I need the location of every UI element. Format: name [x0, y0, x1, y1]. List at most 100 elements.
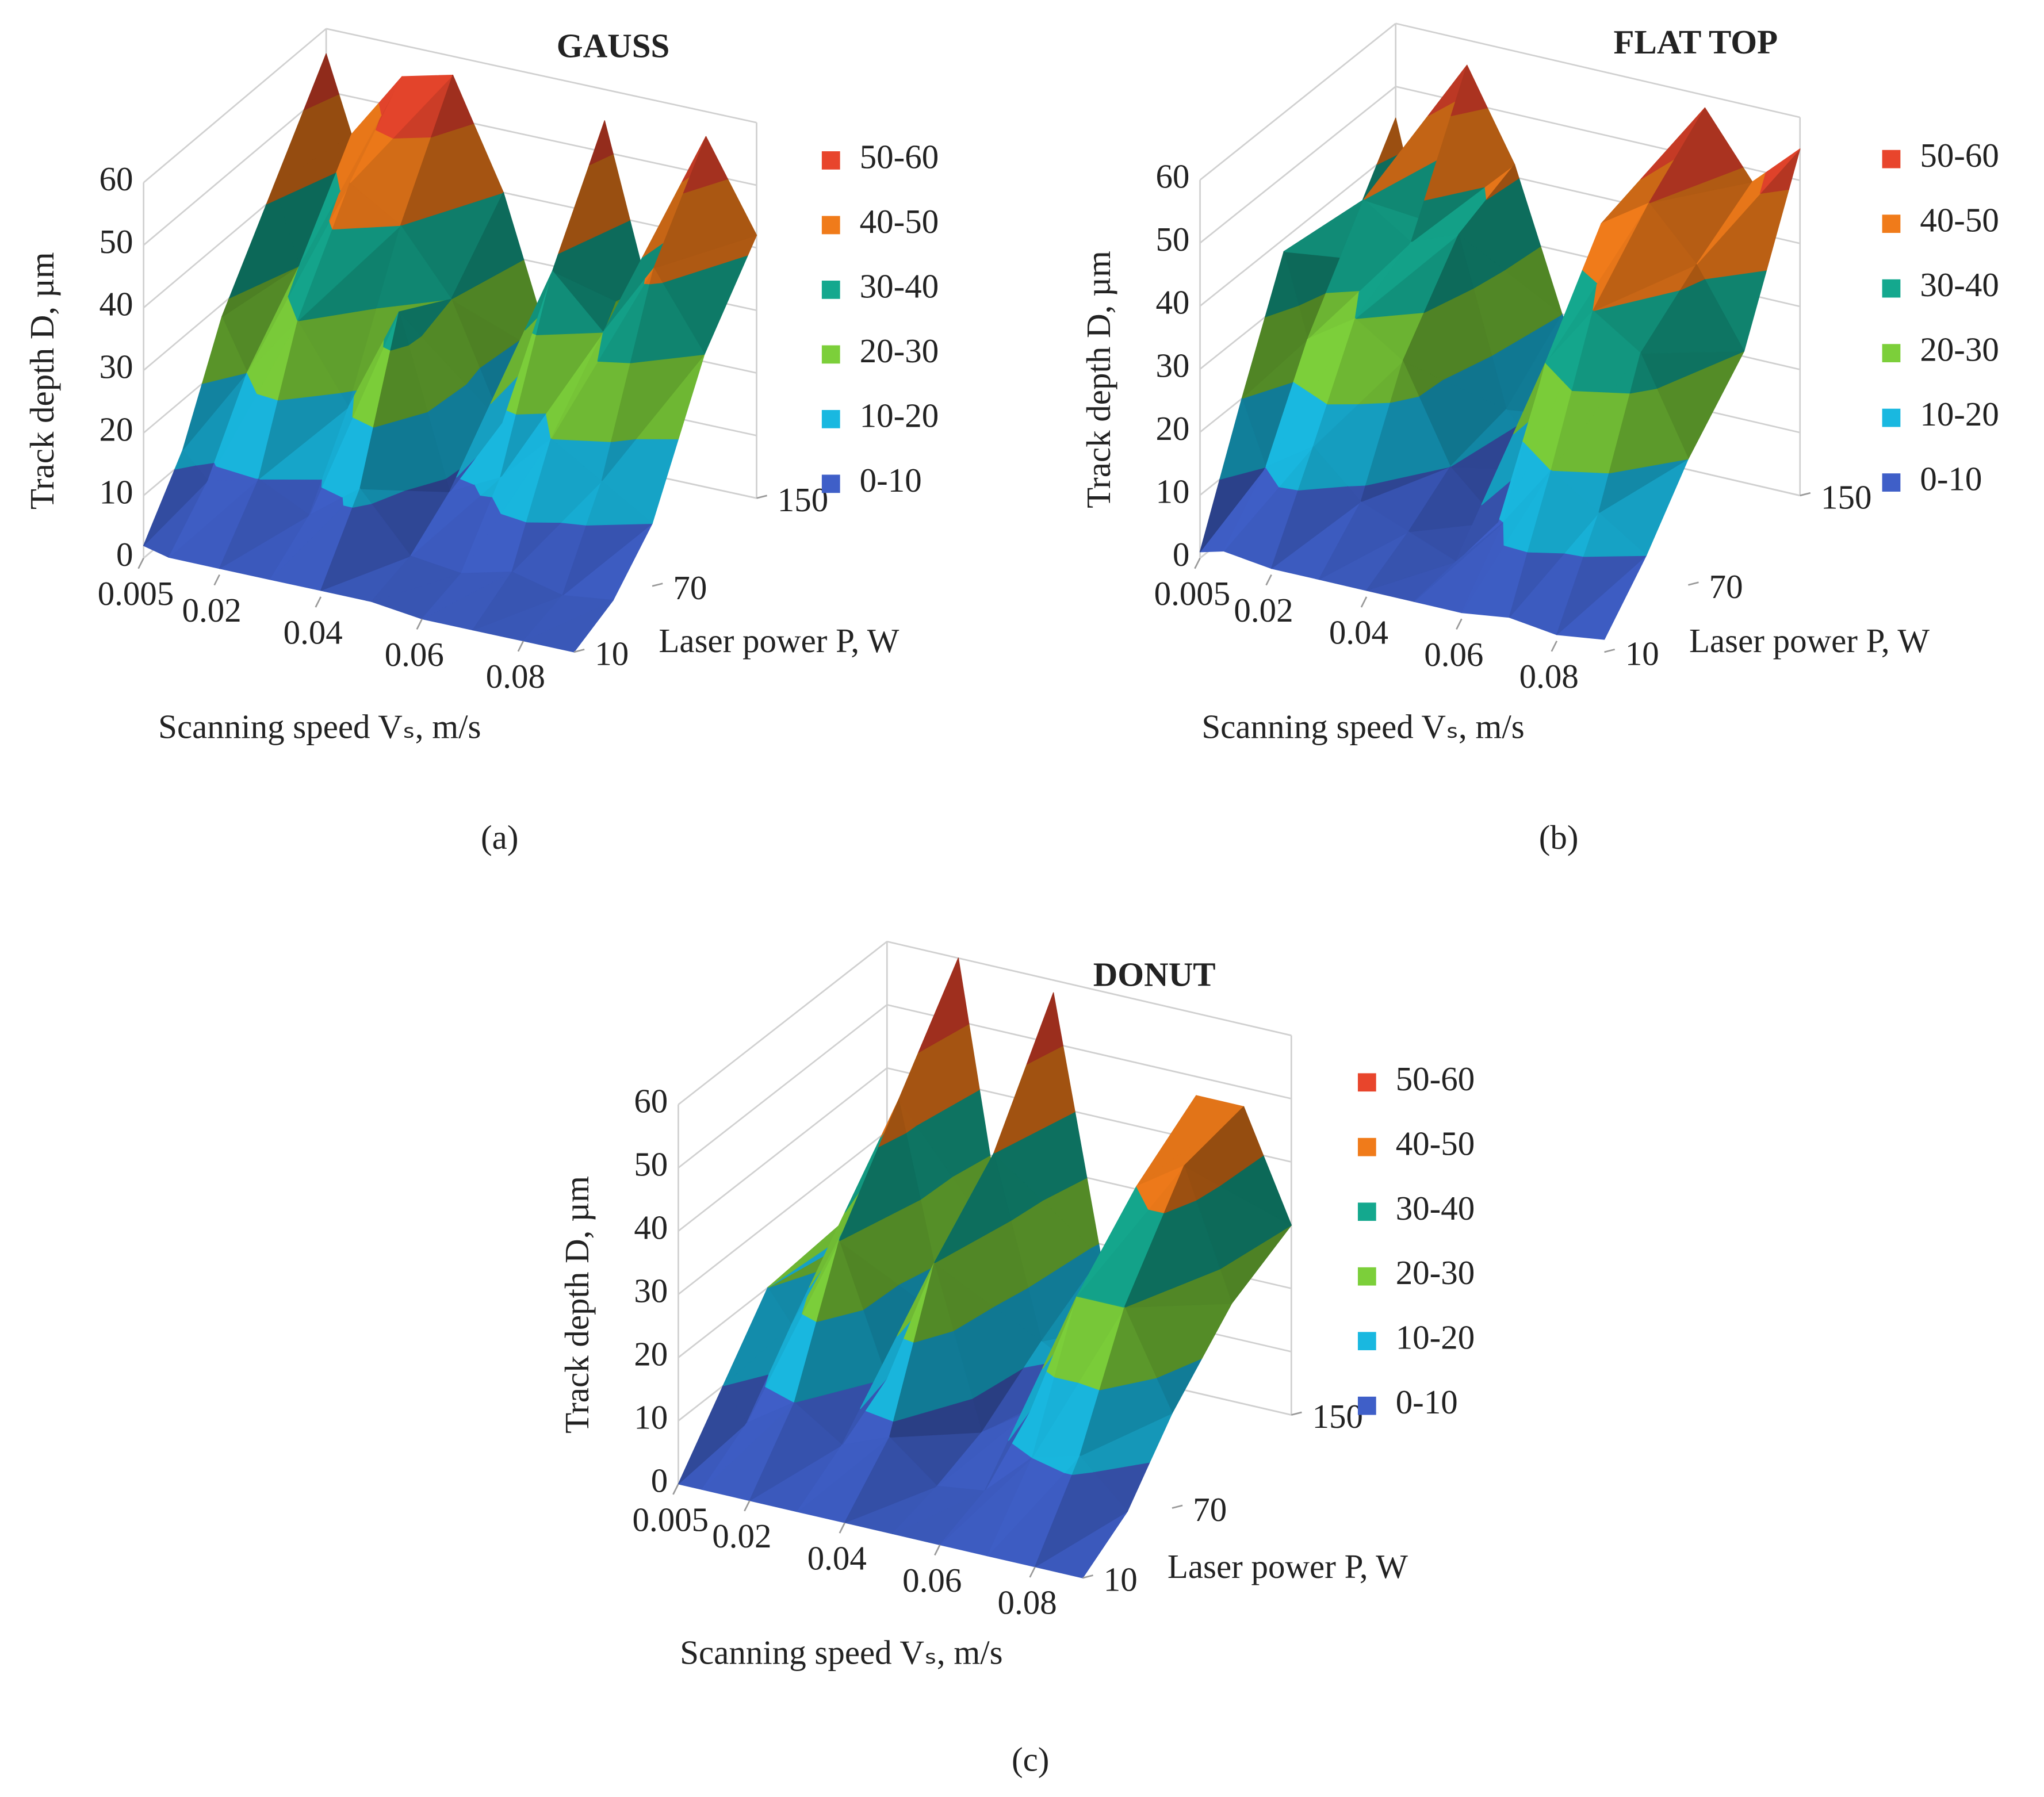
depth-band [378, 76, 403, 115]
surface-cell [722, 1287, 792, 1424]
surface-cell [1556, 512, 1647, 640]
x-tick [672, 1484, 679, 1495]
depth-band [898, 1023, 980, 1126]
x-tick-label: 0.04 [807, 1539, 867, 1577]
surface-cell [1509, 470, 1599, 635]
depth-band [332, 182, 401, 230]
surface-cell [889, 1262, 982, 1487]
depth-band [336, 102, 382, 191]
depth-band [371, 555, 462, 602]
surface-cell [1458, 164, 1563, 410]
surface-cell [653, 136, 757, 355]
legend-swatch [1357, 1073, 1376, 1092]
surface-cell [1032, 1296, 1125, 1458]
depth-band [683, 136, 728, 194]
depth-band [390, 311, 409, 351]
depth-band [168, 478, 259, 558]
z-tick-label: 20 [634, 1335, 668, 1373]
surface-cell [1270, 446, 1361, 580]
depth-band [1326, 199, 1412, 293]
x-tick-label: 0.08 [486, 657, 545, 695]
surface-cell [1410, 64, 1515, 243]
z-tick-label: 50 [99, 223, 133, 260]
depth-band [474, 477, 501, 496]
z-tick-label: 50 [1155, 220, 1189, 258]
depth-band [456, 376, 518, 478]
depth-band [1354, 234, 1459, 319]
y-tick-label: 70 [1193, 1491, 1227, 1528]
x-tick [315, 596, 322, 608]
surface-cell [410, 477, 501, 574]
z-tick-label: 20 [99, 410, 133, 448]
surface-cell [1366, 531, 1457, 602]
depth-band [202, 316, 248, 384]
surface-cell [933, 1152, 1042, 1433]
x-tick [1551, 641, 1558, 652]
y-tick-label: 10 [1104, 1561, 1138, 1599]
x-tick [137, 558, 144, 569]
depth-band [1402, 288, 1492, 381]
x-tick-label: 0.005 [1154, 574, 1231, 612]
legend-swatch [821, 409, 840, 428]
legend-swatch [1357, 1202, 1376, 1221]
depth-band [1184, 1106, 1264, 1186]
surface-cell [400, 74, 504, 300]
depth-band [1042, 1296, 1078, 1369]
legend-label: 0-10 [860, 461, 922, 499]
depth-band [376, 74, 454, 139]
z-tick-label: 40 [99, 285, 133, 323]
grid-line [1395, 22, 1801, 118]
depth-band [1408, 466, 1499, 532]
z-tick-label: 0 [116, 535, 133, 573]
depth-band [918, 957, 970, 1053]
depth-band [722, 1287, 792, 1386]
depth-band [802, 1240, 840, 1315]
y-tick-label: 150 [778, 481, 828, 519]
surface-cell [247, 182, 351, 373]
legend-swatch [1357, 1137, 1376, 1156]
x-tick [213, 574, 220, 586]
depth-band [1582, 202, 1649, 283]
x-tick-label: 0.08 [1519, 657, 1579, 695]
z-tick-label: 60 [99, 160, 133, 198]
surface-cell [461, 438, 552, 574]
depth-band [797, 1436, 890, 1512]
legend-swatch [821, 151, 840, 170]
surface-cell [511, 438, 602, 596]
grid-line [143, 90, 327, 246]
surface-cell [221, 185, 300, 373]
x-tick-label: 0.02 [712, 1517, 771, 1555]
x-tick-label: 0.005 [98, 574, 174, 612]
surface-cell [993, 992, 1102, 1342]
surface-cell [791, 1099, 899, 1325]
depth-band [586, 481, 653, 526]
surface-cell [1223, 446, 1314, 569]
legend-label: 40-50 [1920, 201, 1999, 239]
surface-cell [298, 76, 403, 267]
chart-title: FLAT TOP [1614, 23, 1778, 61]
depth-band [219, 478, 310, 569]
surface-cell [794, 1240, 887, 1446]
surface-cell [550, 267, 654, 482]
x-tick [416, 618, 423, 630]
y-tick [1291, 1411, 1302, 1416]
x-tick-label: 0.02 [1234, 591, 1293, 629]
z-tick-label: 30 [99, 348, 133, 386]
depth-band [1571, 310, 1641, 393]
legend-swatch [1882, 473, 1901, 492]
surface-cell [746, 1240, 840, 1424]
y-tick-label: 70 [673, 569, 707, 607]
depth-band [399, 298, 452, 336]
z-tick-label: 10 [634, 1398, 668, 1436]
legend-label: 10-20 [1396, 1319, 1475, 1357]
grid-line [1199, 22, 1396, 181]
y-tick [1688, 581, 1699, 586]
y-axis-title: Laser power P, W [659, 622, 899, 660]
x-tick [1456, 618, 1463, 630]
depth-band [526, 438, 602, 523]
depth-band [1503, 470, 1552, 546]
depth-band [702, 1402, 795, 1490]
z-tick-label: 60 [634, 1082, 668, 1120]
depth-band [523, 595, 614, 642]
x-tick-label: 0.06 [385, 635, 444, 673]
